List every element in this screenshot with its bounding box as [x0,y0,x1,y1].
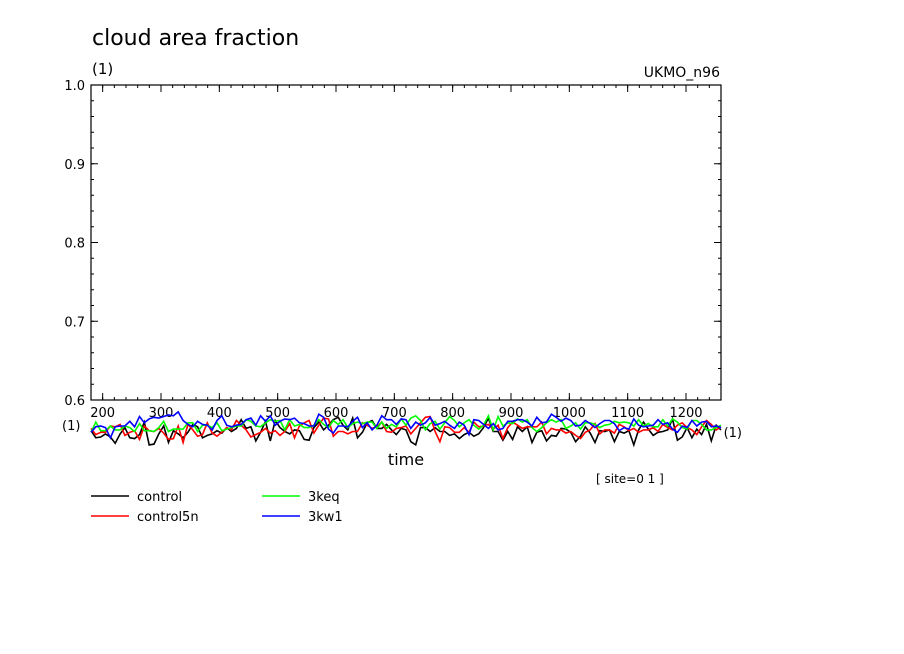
model-label: UKMO_n96 [644,65,720,81]
x-tick-label: 300 [149,406,174,421]
legend-label-control5n: control5n [137,510,199,525]
y-axis: 0.6 0.7 0.8 0.9 1.0 [64,79,721,409]
x-tick-label: 200 [90,406,115,421]
x-unit-right: (1) [724,426,742,441]
y-tick-label: 0.7 [64,315,85,330]
series-line-control [90,415,722,448]
legend-label-3keq: 3keq [308,490,340,505]
y-tick-label: 0.6 [64,394,85,409]
legend: control control5n 3keq 3kw1 [91,490,343,525]
x-tick-label: 400 [207,406,232,421]
y-tick-label: 0.9 [64,158,85,173]
y-tick-label: 1.0 [64,79,85,94]
series-line-3keq [90,413,722,433]
legend-label-3kw1: 3kw1 [308,510,343,525]
x-tick-label: 600 [324,406,349,421]
x-axis-label: time [388,450,424,469]
x-axis: 200 300 400 500 600 700 800 900 1000 1100 1200 [90,85,722,421]
plot-frame [90,84,722,401]
series-line-3kw1 [90,410,722,440]
series-layer [90,410,722,448]
x-tick-label: 1000 [553,406,586,421]
legend-label-control: control [137,490,182,505]
chart-title: cloud area fraction [92,26,299,51]
x-tick-label: 1200 [669,406,702,421]
y-tick-label: 0.8 [64,237,85,252]
y-unit-label: (1) [92,60,113,78]
x-tick-label: 900 [499,406,524,421]
site-label: [ site=0 1 ] [596,472,664,486]
x-tick-label: 700 [382,406,407,421]
x-tick-label: 1100 [611,406,644,421]
x-tick-label: 800 [440,406,465,421]
x-unit-left: (1) [62,419,80,434]
